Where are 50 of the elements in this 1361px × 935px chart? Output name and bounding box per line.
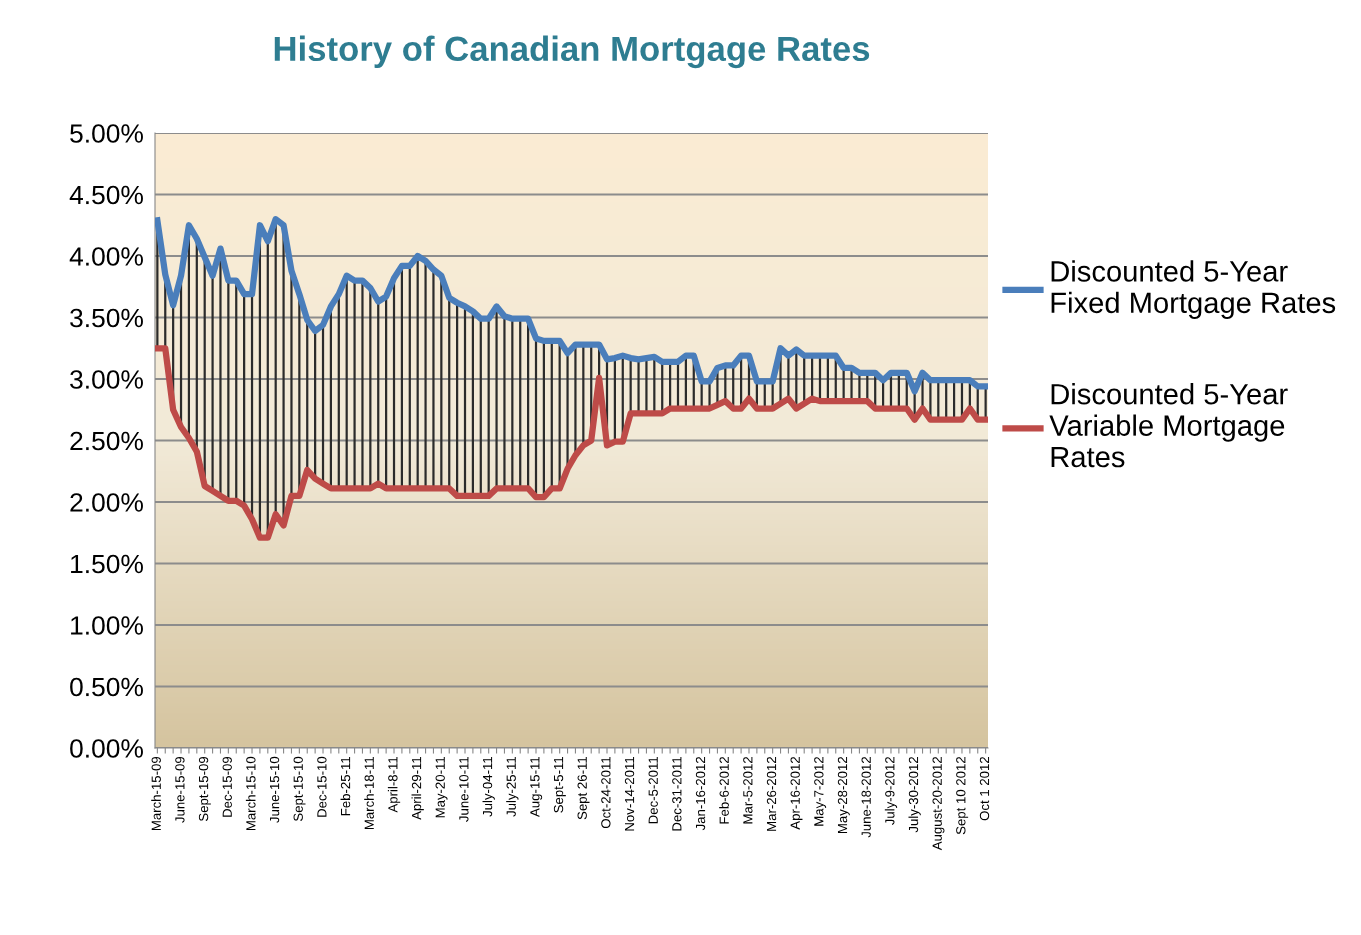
x-tick-label: March-15-10 [245,756,256,831]
x-tick-label: Dec-5-2011 [648,756,658,824]
x-tick-label: Mar-5-2012 [743,756,753,824]
x-tick-label: June-15-09 [175,756,185,823]
x-tick-label: April-29-11 [411,756,424,820]
x-tick-label: Apr-16-2012 [790,756,803,830]
x-tick-label: Oct-24-2011 [601,756,611,829]
x-tick-label: July-30-2012 [908,756,921,833]
y-tick-label: 3.00% [70,370,143,389]
x-tick-label: July-04-11 [482,756,495,817]
x-tick-label: April-8-11 [387,756,401,813]
x-tick-label: Dec-15-09 [222,756,232,817]
x-tick-label: Sept 10 2012 [956,756,969,835]
y-tick-label: 4.50% [69,185,143,205]
x-tick-label: Mar-26-2012 [766,756,777,831]
x-tick-label: May-28-2012 [837,756,850,833]
x-tick-label: Nov-14-2011 [624,756,635,831]
x-tick-label: July-9-2012 [884,756,898,826]
x-tick-label: June-18-2012 [861,756,871,838]
y-tick-label: 2.50% [70,431,143,451]
legend-label: Discounted 5-Year Fixed Mortgage Rates [1051,260,1336,319]
y-tick-label: 1.50% [71,554,143,574]
x-tick-label: Feb-25-11 [340,756,351,816]
x-tick-label: Sept-5-11 [553,756,566,813]
x-tick-label: May-20-11 [435,756,448,818]
x-tick-label: May-7-2012 [814,756,827,826]
y-tick-label: 3.50% [70,308,143,328]
y-tick-label: 0.00% [70,739,143,758]
chart-title: History of Canadian Mortgage Rates [274,35,870,69]
x-tick-label: August-20-2012 [932,756,945,851]
x-tick-label: Sept-15-10 [293,756,306,822]
x-tick-label: Sept-15-09 [198,756,211,822]
y-tick-label: 0.50% [70,677,143,697]
x-tick-label: Dec-31-2011 [672,756,682,831]
y-tick-label: 1.00% [71,616,143,635]
y-tick-label: 2.00% [70,493,143,512]
y-tick-label: 5.00% [70,124,143,143]
legend-label: Discounted 5-Year Variable Mortgage Rates [1049,383,1288,468]
x-tick-label: March-15-09 [151,756,161,831]
x-tick-label: Sept 26-11 [577,756,590,820]
x-tick-label: Jan-16-2012 [695,756,706,831]
x-tick-label: Oct 1 2012 [979,756,990,821]
x-tick-label: March-18-11 [364,756,374,830]
x-tick-label: June-15-10 [269,756,280,823]
x-tick-label: Dec-15-10 [317,756,327,817]
x-tick-label: Feb-6-2012 [719,756,729,824]
x-tick-label: July-25-11 [506,756,519,817]
x-tick-label: June-10-11 [459,756,469,822]
y-tick-label: 4.00% [69,247,143,266]
x-tick-label: Aug-15-11 [530,756,543,817]
